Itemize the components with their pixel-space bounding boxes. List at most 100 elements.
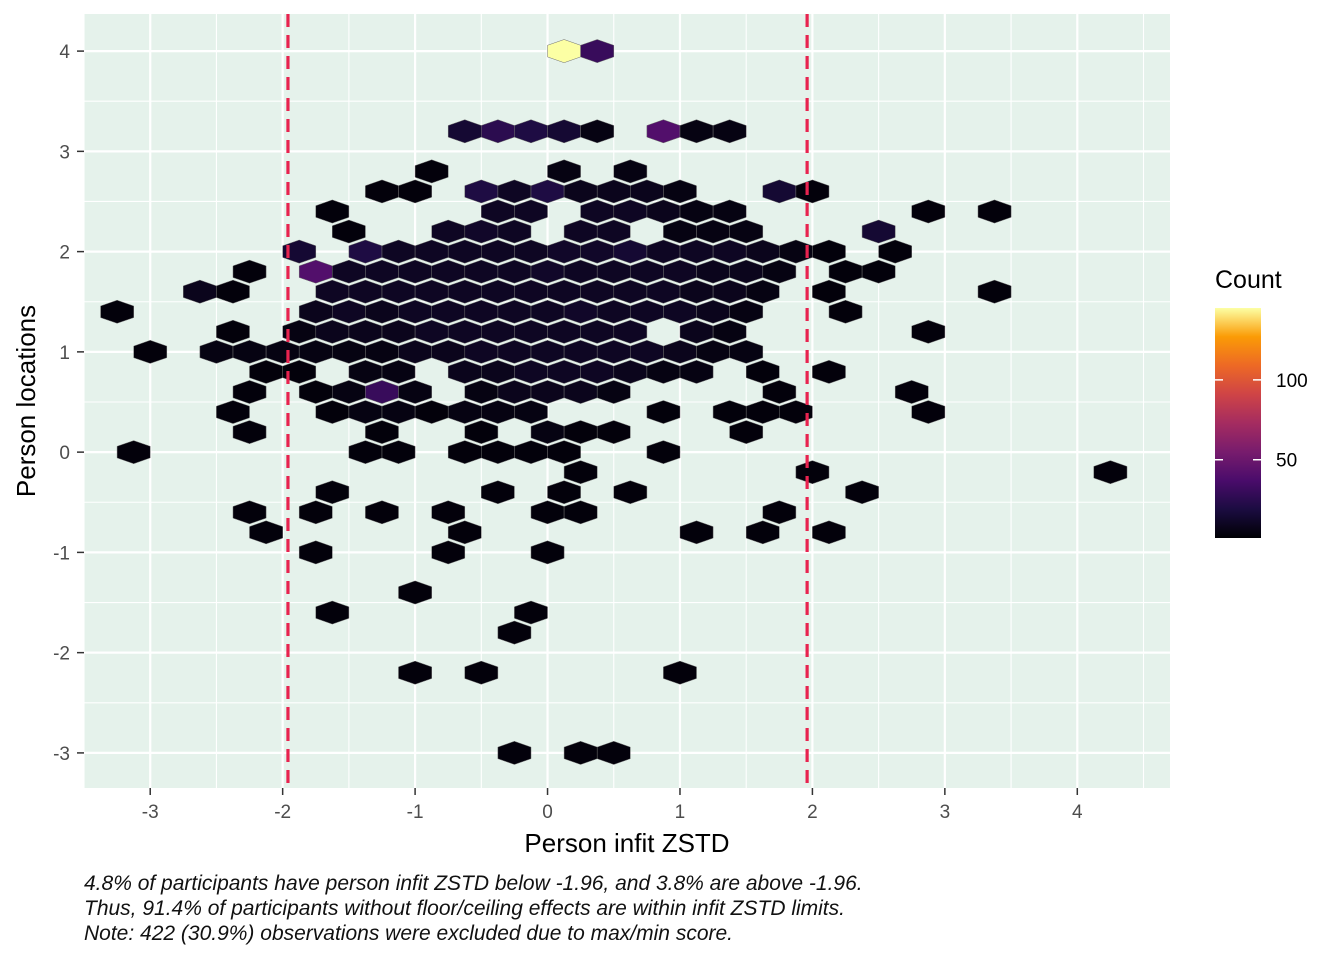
hexbin-cell	[365, 420, 399, 444]
legend-tick-label: 100	[1276, 371, 1308, 392]
hexbin-cell	[762, 259, 797, 284]
hexbin-cell	[315, 199, 350, 224]
y-axis-title: Person locations	[11, 305, 41, 497]
x-axis: -3 -2 -1 0 1 2 3 4	[142, 788, 1083, 823]
x-tick-label: -1	[407, 802, 424, 823]
hexbin-cell	[646, 400, 681, 424]
hexbin-cell	[812, 239, 846, 264]
hexbin-cell	[282, 360, 317, 384]
hexbin-cell	[812, 279, 846, 304]
hexbin-cell	[447, 520, 482, 545]
hexbin-cell	[547, 159, 581, 184]
hexbin-cell	[613, 319, 648, 344]
hexbin-cell	[232, 380, 267, 404]
hexbin-cell	[398, 179, 432, 204]
hexbin-cell	[232, 420, 267, 444]
hexbin-cell	[431, 540, 466, 565]
hexbin-cell	[596, 420, 631, 444]
hexbin-cell	[679, 520, 714, 545]
hexbin-cell	[547, 480, 581, 505]
hexbin-cell	[497, 741, 532, 765]
hexbin-cell	[911, 199, 946, 224]
legend-ticks: 50 100	[1215, 371, 1308, 472]
hexbin-cell	[613, 159, 648, 184]
hexbin-cell	[712, 119, 747, 144]
x-axis-title: Person infit ZSTD	[524, 828, 729, 858]
hexbin-cell	[812, 520, 846, 545]
hexbin-cell	[216, 400, 250, 424]
caption-line-3: Note: 422 (30.9%) observations were excl…	[84, 922, 734, 945]
hexbin-cell	[216, 279, 250, 304]
hexbin-cell	[712, 199, 747, 224]
caption: 4.8% of participants have person infit Z…	[84, 871, 863, 946]
hexbin-cell	[365, 500, 399, 525]
hexbin-cell	[977, 279, 1012, 304]
hexbin-cell	[613, 480, 648, 505]
hexbin-cell	[845, 480, 879, 505]
hexbin-cell	[298, 500, 333, 525]
hexbin-cell	[481, 480, 515, 505]
hexbin-cell	[282, 239, 317, 264]
hexbin-cell	[745, 520, 780, 545]
hexbin-cell	[596, 741, 631, 765]
hexbin-layer	[100, 39, 1128, 765]
hexbin-cell	[514, 400, 548, 424]
y-tick-label: -3	[53, 744, 70, 765]
hexbin-cell	[729, 420, 764, 444]
x-tick-label: 3	[940, 802, 951, 823]
y-tick-label: 4	[59, 42, 70, 63]
hexbin-cell	[133, 340, 168, 364]
hexbin-cell	[663, 660, 697, 685]
hexbin-cell	[398, 660, 432, 685]
hexbin-cell	[745, 360, 780, 384]
grid-major	[84, 14, 1170, 788]
hexbin-cell	[828, 299, 863, 324]
hexbin-cell	[646, 440, 681, 464]
x-tick-label: 0	[542, 802, 553, 823]
hexbin-cell	[762, 500, 797, 525]
hexbin-cell	[298, 540, 333, 565]
hexbin-cell	[663, 179, 697, 204]
hexbin-cell	[514, 199, 548, 224]
hexbin-cell	[398, 380, 432, 404]
hexbin-cell	[878, 239, 912, 264]
hexbin-cell	[795, 460, 830, 485]
hexbin-cell	[315, 480, 350, 505]
hexbin-cell	[497, 620, 532, 645]
hexbin-cell	[894, 380, 929, 404]
hexbin-cell	[779, 400, 813, 424]
legend: Count 50 100	[1215, 266, 1308, 538]
reference-lines	[286, 14, 809, 788]
hexbin-cell	[861, 219, 896, 244]
hexbin-cell	[332, 219, 366, 244]
hexbin-cell	[911, 319, 946, 344]
hexbin-cell	[977, 199, 1012, 224]
hexbin-cell	[580, 119, 615, 144]
hexbin-cell	[812, 360, 846, 384]
hexbin-cell	[464, 660, 499, 685]
hexbin-cell	[729, 299, 764, 324]
caption-line-1: 4.8% of participants have person infit Z…	[84, 872, 863, 895]
hexbin-cell	[596, 380, 631, 404]
hexbin-cell	[679, 360, 714, 384]
hexbin-cell	[1093, 460, 1128, 485]
hexbin-cell	[712, 319, 747, 344]
y-tick-label: 1	[59, 343, 70, 364]
hexbin-cell	[232, 500, 267, 525]
legend-tick-label: 50	[1276, 451, 1297, 472]
hexbin-cell	[514, 600, 548, 625]
hexbin-cell	[596, 219, 631, 244]
x-tick-label: 2	[807, 802, 818, 823]
y-tick-label: -1	[53, 543, 70, 564]
hexbin-cell	[530, 540, 565, 565]
hexbin-cell	[464, 420, 499, 444]
x-tick-label: 4	[1072, 802, 1083, 823]
hexbin-cell	[414, 159, 449, 184]
hexbin-cell	[315, 600, 350, 625]
legend-colorbar	[1215, 308, 1261, 538]
y-tick-label: -2	[53, 644, 70, 665]
hexbin-cell	[762, 380, 797, 404]
hexbin-cell	[580, 39, 615, 63]
hexbin-cell	[729, 219, 764, 244]
